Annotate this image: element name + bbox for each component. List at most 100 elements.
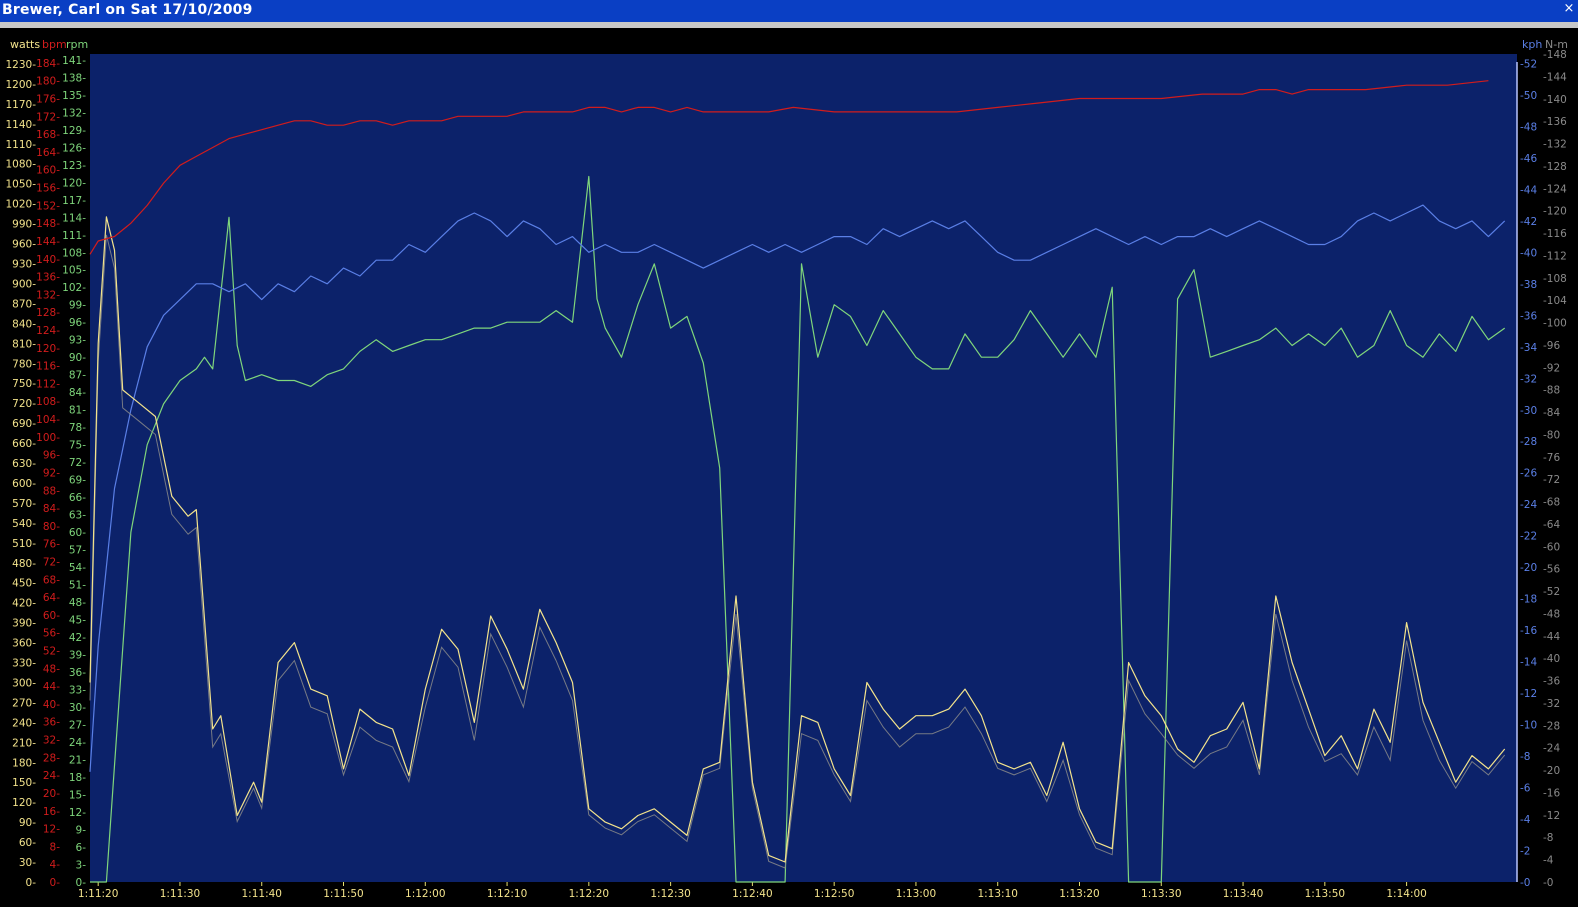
nm-tick-label: -80 [1543, 429, 1560, 441]
rpm-tick-label: 72- [69, 457, 86, 469]
bpm-tick-label: 104- [36, 414, 60, 426]
kph-tick-label: -32 [1520, 373, 1537, 385]
bpm-tick-label: 120- [36, 343, 60, 355]
rpm-axis-label: rpm [66, 38, 88, 51]
bpm-tick-label: 132- [36, 289, 60, 301]
kph-tick-label: -16 [1520, 625, 1537, 637]
title-separator [0, 22, 1578, 28]
nm-tick-label: -72 [1543, 474, 1560, 486]
rpm-tick-label: 57- [69, 545, 86, 557]
rpm-tick-label: 120- [62, 177, 86, 189]
nm-tick-label: -24 [1543, 743, 1560, 755]
kph-tick-label: -36 [1520, 310, 1537, 322]
rpm-tick-label: 45- [69, 615, 86, 627]
bpm-tick-label: 52- [43, 646, 60, 658]
rpm-tick-label: 42- [69, 632, 86, 644]
watts-tick-label: 180- [12, 757, 36, 769]
bpm-tick-label: 4- [50, 859, 61, 871]
watts-tick-label: 1170- [5, 99, 36, 111]
watts-series-line [89, 216, 1506, 863]
ride-chart: 0- 30- 60- 90- 120- 150- 180- 210- 240- 270- 300- 3… [0, 28, 1578, 907]
watts-tick-label: 390- [12, 618, 36, 630]
plot-area [90, 54, 1517, 882]
nm-tick-label: -40 [1543, 653, 1560, 665]
nm-tick-label: -112 [1543, 250, 1567, 262]
rpm-tick-label: 54- [69, 562, 86, 574]
kph-tick-label: -38 [1520, 279, 1537, 291]
bpm-tick-label: 84- [43, 503, 60, 515]
nm-tick-label: -4 [1543, 855, 1554, 867]
nm-tick-label: -52 [1543, 586, 1560, 598]
series-lines [89, 80, 1506, 883]
bpm-tick-label: 152- [36, 200, 60, 212]
x-tick-label: 1:13:10 [977, 888, 1017, 900]
x-tick-label: 1:11:30 [160, 888, 200, 900]
kph-series-line [89, 204, 1506, 772]
nm-tick-label: -16 [1543, 787, 1560, 799]
rpm-tick-label: 60- [69, 527, 86, 539]
kph-tick-label: -4 [1520, 814, 1531, 826]
nm-tick-label: -44 [1543, 631, 1560, 643]
bpm-tick-label: 176- [36, 94, 60, 106]
bpm-tick-label: 148- [36, 218, 60, 230]
kph-tick-label: -18 [1520, 594, 1537, 606]
rpm-tick-label: 129- [62, 125, 86, 137]
watts-tick-label: 600- [12, 478, 36, 490]
nm-tick-label: -148 [1543, 49, 1567, 61]
watts-tick-label: 510- [12, 538, 36, 550]
kph-tick-label: -10 [1520, 720, 1537, 732]
rpm-series-line [90, 175, 1506, 883]
watts-tick-label: 750- [12, 378, 36, 390]
watts-tick-label: 630- [12, 458, 36, 470]
rpm-tick-label: 126- [62, 142, 86, 154]
bpm-tick-label: 32- [43, 735, 60, 747]
bpm-tick-label: 16- [43, 806, 60, 818]
x-tick-label: 1:13:50 [1305, 888, 1345, 900]
bpm-tick-label: 44- [43, 681, 60, 693]
watts-tick-label: 330- [12, 658, 36, 670]
bpm-tick-label: 48- [43, 663, 60, 675]
watts-tick-label: 0- [26, 877, 37, 889]
watts-tick-label: 960- [12, 239, 36, 251]
rpm-tick-label: 3- [76, 860, 87, 872]
watts-tick-label: 720- [12, 398, 36, 410]
left-axes: 0- 30- 60- 90- 120- 150- 180- 210- 240- 270- 300- 3… [5, 55, 86, 889]
x-tick-label: 1:12:10 [487, 888, 527, 900]
bpm-tick-label: 64- [43, 592, 60, 604]
rpm-tick-label: 15- [69, 790, 86, 802]
kph-tick-label: -28 [1520, 436, 1537, 448]
right-axes: -0 -2 -4 -6 -8 -10 -12 -14 -16 -18 -20 -22 -24 -26 -28… [1516, 49, 1567, 889]
rpm-tick-label: 33- [69, 685, 86, 697]
rpm-tick-label: 78- [69, 422, 86, 434]
rpm-tick-label: 24- [69, 737, 86, 749]
nm-tick-label: -108 [1543, 273, 1567, 285]
nm-tick-label: -36 [1543, 676, 1560, 688]
kph-tick-label: -2 [1520, 846, 1530, 858]
bpm-tick-label: 60- [43, 610, 60, 622]
nm-tick-label: -0 [1543, 877, 1553, 889]
bpm-tick-label: 12- [43, 824, 60, 836]
nm-axis-label: N-m [1545, 38, 1568, 51]
nm-tick-label: -116 [1543, 228, 1567, 240]
nm-series-line [89, 234, 1506, 869]
kph-tick-label: -44 [1520, 184, 1537, 196]
close-icon[interactable]: × [1563, 1, 1575, 16]
x-tick-label: 1:13:00 [896, 888, 936, 900]
nm-tick-label: -20 [1543, 765, 1560, 777]
x-tick-label: 1:12:40 [732, 888, 772, 900]
nm-tick-label: -96 [1543, 340, 1560, 352]
watts-axis-label: watts [10, 38, 40, 51]
watts-tick-label: 870- [12, 298, 36, 310]
watts-tick-label: 360- [12, 638, 36, 650]
watts-tick-label: 810- [12, 338, 36, 350]
rpm-tick-label: 117- [62, 195, 86, 207]
nm-tick-label: -104 [1543, 295, 1567, 307]
kph-tick-label: -48 [1520, 121, 1537, 133]
nm-tick-label: -92 [1543, 362, 1560, 374]
bpm-tick-label: 184- [36, 58, 60, 70]
nm-tick-label: -60 [1543, 541, 1560, 553]
rpm-tick-label: 84- [69, 387, 86, 399]
kph-tick-label: -20 [1520, 562, 1537, 574]
title-bar: Brewer, Carl on Sat 17/10/2009 × [0, 0, 1578, 22]
kph-tick-label: -50 [1520, 90, 1537, 102]
